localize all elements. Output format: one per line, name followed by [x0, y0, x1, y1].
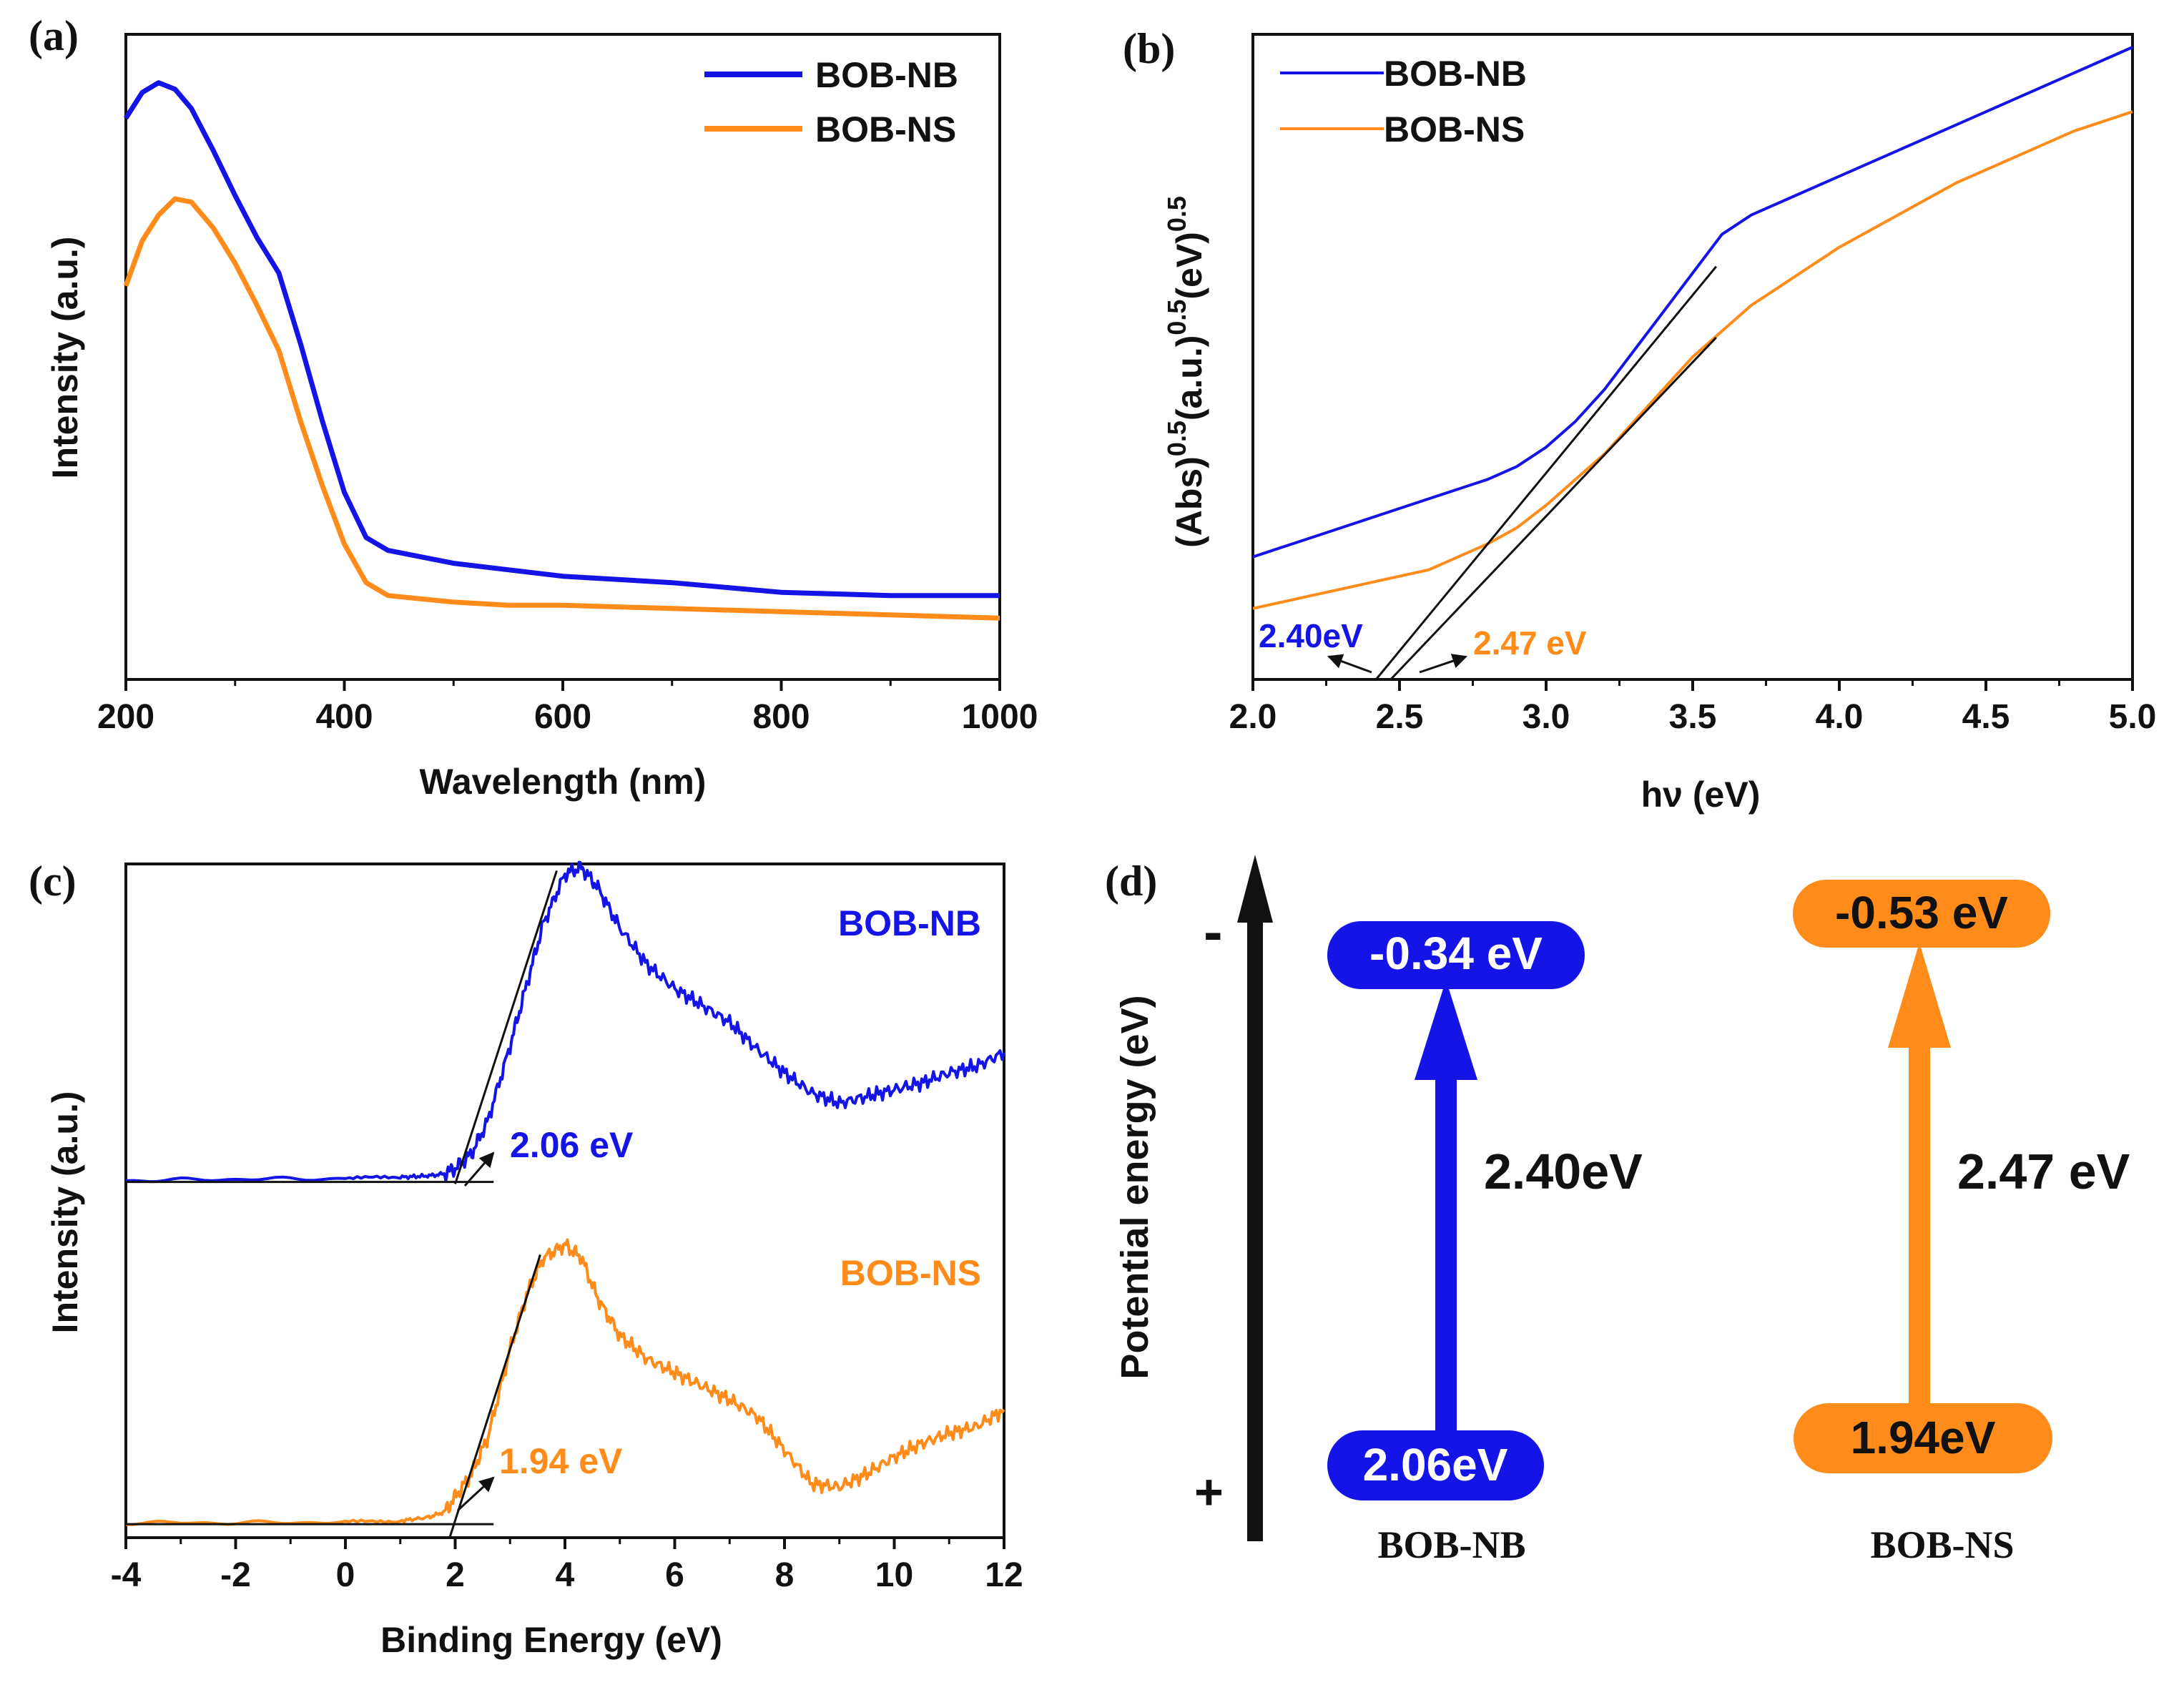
column-label-nb: BOB-NB	[1377, 1523, 1525, 1566]
a-series-bob-ns	[123, 196, 1000, 621]
column-label-ns: BOB-NS	[1870, 1523, 2014, 1566]
b-tangent-line-1	[1389, 336, 1717, 681]
x-axis-ticks-b: 2.0 2.5 3.0 3.5 4.0 4.5 5.0	[1229, 679, 2157, 736]
annotation-gap-ns-b: 2.47 eV	[1473, 624, 1587, 662]
a-xtick-label-0: 200	[97, 698, 154, 736]
c-tangent-line-1	[448, 1254, 541, 1538]
cb-badge-nb	[1327, 921, 1585, 989]
y-axis-label-b: (Abs)0.5(a.u.)0.5(eV)0.5	[1162, 196, 1209, 548]
c-xtick-label-7: 10	[875, 1556, 913, 1594]
series-label-ns-c: BOB-NS	[840, 1253, 981, 1293]
gap-arrowhead-ns	[1888, 943, 1951, 1048]
panel-c-letter: (c)	[29, 858, 77, 905]
annotation-vb-ns-c: 1.94 eV	[499, 1441, 623, 1481]
cb-value-ns: -0.53 eV	[1835, 887, 2008, 938]
a-xtick-label-1: 400	[315, 698, 373, 736]
vb-value-ns: 1.94eV	[1851, 1412, 1996, 1463]
b-series-bob-nb	[1252, 46, 2133, 559]
b-xtick-label-6: 5.0	[2109, 698, 2157, 736]
annotation-vb-nb-c: 2.06 eV	[510, 1125, 634, 1165]
x-axis-label-c: Binding Energy (eV)	[380, 1620, 722, 1660]
panel-d: (d) - + Potential energy (eV) -0.34 eV 2…	[1105, 855, 2130, 1566]
b-xtick-label-1: 2.5	[1376, 698, 1424, 736]
potential-axis-arrowhead	[1237, 855, 1273, 923]
c-xtick-label-1: -2	[220, 1556, 251, 1594]
x-axis-label-b: hν (eV)	[1641, 775, 1761, 815]
annotation-arrow-ns-c	[456, 1476, 495, 1512]
legend-label-nb-b: BOB-NB	[1384, 54, 1527, 94]
annotation-arrow-ns-b	[1419, 654, 1467, 674]
series-lines-b	[1252, 46, 2133, 681]
x-axis-label-a: Wavelength (nm)	[420, 762, 707, 802]
y-axis-label-c: Intensity (a.u.)	[45, 1091, 85, 1334]
c-series-bob-ns	[125, 1238, 1005, 1526]
panel-b: (b) 2.0 2.5 3.0 3.5 4.0 4.5 5.0 hν (eV) (Abs)0…	[1123, 25, 2156, 815]
y-axis-label-d: Potential energy (eV)	[1113, 995, 1156, 1379]
annotation-arrow-nb-c	[463, 1151, 495, 1187]
panel-c: (c) -4 -2 0 2 4 6 8 10 12 Binding Energy (eV) In…	[29, 858, 1023, 1660]
panel-a: (a) 200 400 600 800 1000 Wavelength (nm) Int…	[29, 12, 1038, 802]
series-lines-c	[125, 860, 1005, 1538]
cb-value-nb: -0.34 eV	[1369, 928, 1543, 979]
series-label-nb-c: BOB-NB	[838, 903, 981, 943]
c-xtick-label-8: 12	[985, 1556, 1023, 1594]
c-xtick-label-0: -4	[111, 1556, 142, 1594]
vb-badge-nb	[1327, 1430, 1544, 1500]
panel-b-letter: (b)	[1123, 25, 1175, 72]
gap-arrowhead-nb	[1415, 980, 1477, 1080]
x-axis-ticks-c: -4 -2 0 2 4 6 8 10 12	[111, 1538, 1023, 1594]
legend-label-ns-b: BOB-NS	[1384, 109, 1525, 149]
cb-badge-ns	[1793, 880, 2050, 948]
annotation-arrow-nb-b	[1327, 654, 1372, 674]
c-xtick-label-5: 6	[665, 1556, 684, 1594]
a-xtick-label-2: 600	[534, 698, 591, 736]
b-xtick-label-4: 4.0	[1816, 698, 1864, 736]
x-axis-ticks-a: 200 400 600 800 1000	[97, 679, 1038, 736]
a-xtick-label-3: 800	[752, 698, 810, 736]
plot-frame-c	[124, 863, 1005, 1539]
b-xtick-label-2: 3.0	[1523, 698, 1570, 736]
c-xtick-label-6: 8	[775, 1556, 795, 1594]
c-series-bob-nb	[125, 860, 1005, 1184]
a-xtick-label-4: 1000	[962, 698, 1038, 736]
panel-d-letter: (d)	[1105, 858, 1157, 905]
legend-label-nb-a: BOB-NB	[815, 55, 958, 95]
series-lines-a	[123, 80, 1000, 621]
c-xtick-label-3: 2	[446, 1556, 465, 1594]
b-xtick-label-0: 2.0	[1229, 698, 1277, 736]
c-xtick-label-4: 4	[556, 1556, 575, 1594]
vb-badge-ns	[1794, 1403, 2052, 1473]
gap-value-ns: 2.47 eV	[1957, 1144, 2130, 1199]
annotation-gap-nb-b: 2.40eV	[1259, 617, 1363, 654]
a-series-bob-nb	[124, 80, 1000, 599]
panel-a-letter: (a)	[29, 12, 79, 59]
y-axis-label-a: Intensity (a.u.)	[45, 237, 85, 479]
potential-plus-sign: +	[1194, 1464, 1224, 1520]
legend-label-ns-a: BOB-NS	[815, 109, 956, 149]
c-tangent-line-0	[454, 870, 558, 1184]
gap-value-nb: 2.40eV	[1484, 1144, 1643, 1199]
b-tangent-line-0	[1375, 265, 1717, 680]
c-xtick-label-2: 0	[336, 1556, 355, 1594]
b-xtick-label-5: 4.5	[1962, 698, 2010, 736]
vb-value-nb: 2.06eV	[1363, 1439, 1508, 1490]
b-series-bob-ns	[1252, 110, 2133, 610]
potential-minus-sign: -	[1204, 900, 1223, 963]
b-xtick-label-3: 3.5	[1669, 698, 1717, 736]
